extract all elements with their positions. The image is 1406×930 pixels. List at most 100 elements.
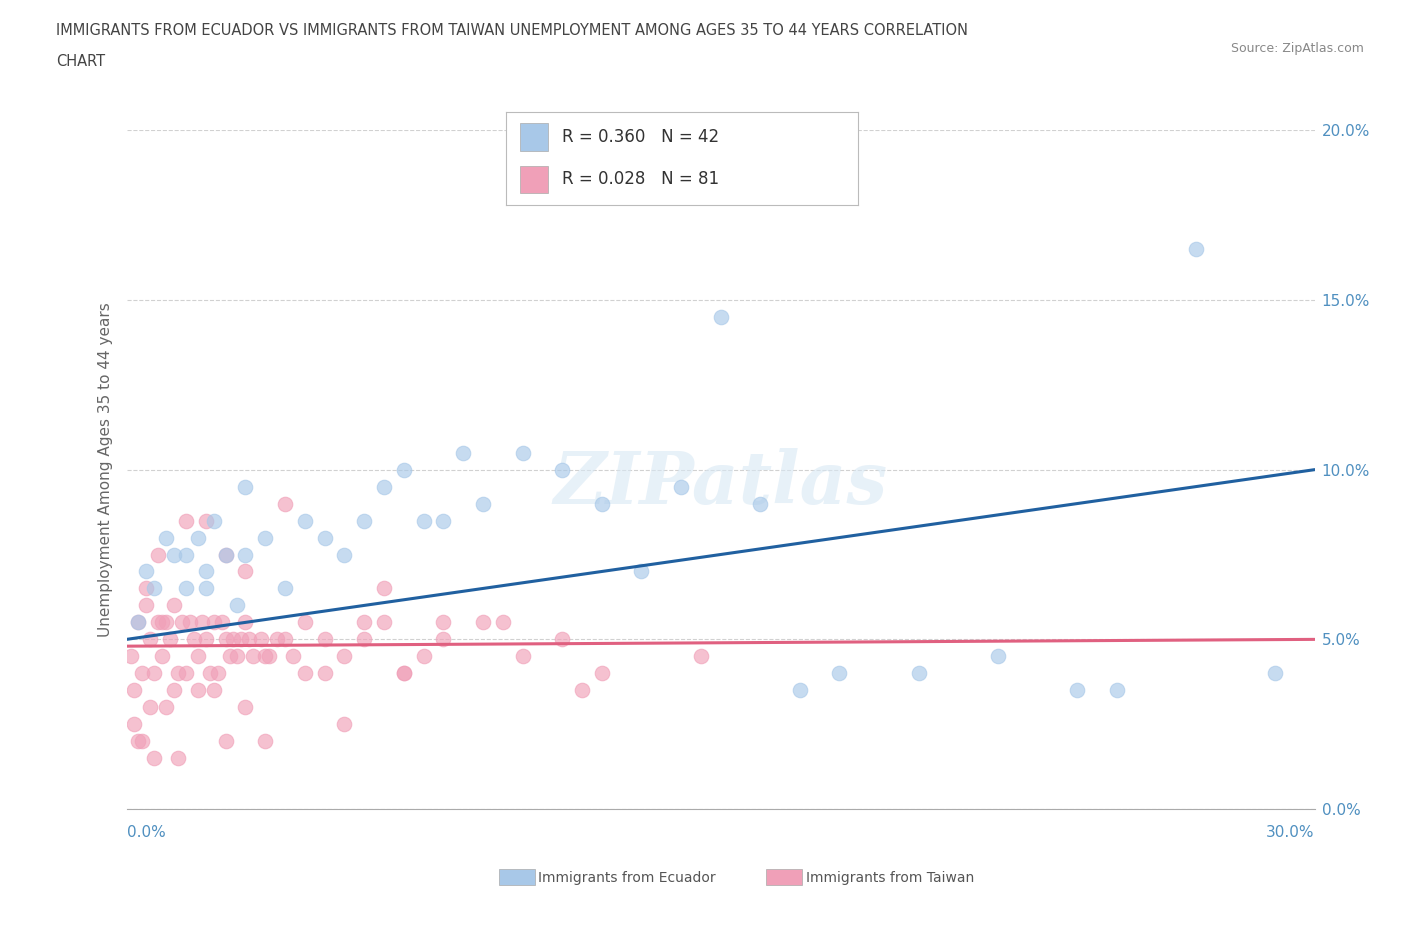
Point [828, 666, 851, 681]
Point [135, 564, 157, 578]
Point [233, 699, 256, 714]
Point [789, 683, 811, 698]
Point [233, 479, 256, 494]
Point [392, 666, 415, 681]
Point [214, 734, 236, 749]
Point [233, 547, 256, 562]
Point [143, 751, 166, 765]
Point [281, 649, 304, 664]
Point [131, 734, 153, 749]
Point [124, 717, 146, 732]
Point [353, 632, 375, 647]
Point [183, 632, 205, 647]
Point [472, 497, 495, 512]
Point [163, 547, 186, 562]
Point [127, 615, 149, 630]
Point [333, 717, 356, 732]
Point [148, 615, 170, 630]
Point [238, 632, 260, 647]
Point [198, 666, 221, 681]
Point [412, 649, 434, 664]
Point [333, 649, 356, 664]
Point [167, 666, 190, 681]
Point [294, 666, 316, 681]
Text: ZIPatlas: ZIPatlas [554, 447, 887, 519]
Point [254, 530, 277, 545]
Point [148, 547, 170, 562]
Point [211, 615, 233, 630]
Text: 30.0%: 30.0% [1267, 825, 1315, 840]
Text: Immigrants from Ecuador: Immigrants from Ecuador [538, 870, 716, 885]
Point [669, 479, 692, 494]
Point [233, 564, 256, 578]
Point [254, 649, 277, 664]
Point [432, 513, 454, 528]
Point [155, 615, 177, 630]
Point [202, 615, 225, 630]
Text: Immigrants from Taiwan: Immigrants from Taiwan [806, 870, 974, 885]
Point [214, 547, 236, 562]
Point [233, 615, 256, 630]
Point [591, 497, 613, 512]
Point [709, 310, 731, 325]
Point [222, 632, 245, 647]
Point [194, 632, 217, 647]
Point [472, 615, 495, 630]
Point [512, 649, 534, 664]
Point [571, 683, 593, 698]
Point [127, 615, 149, 630]
Point [135, 581, 157, 596]
Point [412, 513, 434, 528]
Bar [520, 123, 548, 151]
Point [150, 649, 173, 664]
Point [174, 666, 197, 681]
Point [218, 649, 240, 664]
Point [155, 530, 177, 545]
Point [353, 513, 375, 528]
Point [274, 497, 297, 512]
Point [139, 632, 162, 647]
Point [127, 734, 149, 749]
Point [314, 530, 336, 545]
Point [333, 547, 356, 562]
Point [392, 666, 415, 681]
Text: Source: ZipAtlas.com: Source: ZipAtlas.com [1230, 42, 1364, 55]
Point [451, 445, 474, 460]
Point [150, 615, 173, 630]
Point [294, 513, 316, 528]
Point [187, 649, 209, 664]
Text: CHART: CHART [56, 54, 105, 69]
Point [314, 632, 336, 647]
Point [257, 649, 280, 664]
Point [274, 581, 297, 596]
Point [231, 632, 253, 647]
Point [124, 683, 146, 698]
Text: R = 0.360   N = 42: R = 0.360 N = 42 [562, 127, 720, 146]
Point [179, 615, 201, 630]
Point [163, 598, 186, 613]
Point [202, 513, 225, 528]
Point [1066, 683, 1088, 698]
Bar [520, 166, 548, 193]
Point [174, 547, 197, 562]
Point [591, 666, 613, 681]
Text: 0.0%: 0.0% [127, 825, 166, 840]
Point [139, 699, 162, 714]
Point [907, 666, 929, 681]
Point [551, 462, 574, 477]
Point [250, 632, 273, 647]
Point [432, 615, 454, 630]
Point [194, 581, 217, 596]
Point [749, 497, 772, 512]
Point [353, 615, 375, 630]
Point [226, 649, 249, 664]
Point [170, 615, 193, 630]
Point [432, 632, 454, 647]
Point [120, 649, 142, 664]
Point [187, 530, 209, 545]
Point [167, 751, 190, 765]
Text: R = 0.028   N = 81: R = 0.028 N = 81 [562, 170, 720, 189]
Point [630, 564, 652, 578]
Point [214, 632, 236, 647]
Point [392, 462, 415, 477]
